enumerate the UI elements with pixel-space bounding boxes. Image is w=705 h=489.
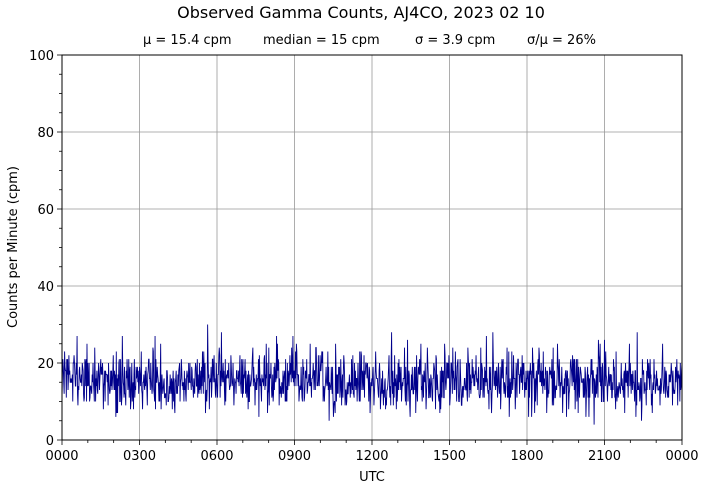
y-tick-label: 100	[29, 49, 54, 64]
chart-title: Observed Gamma Counts, AJ4CO, 2023 02 10	[177, 3, 545, 22]
y-tick-label: 80	[37, 126, 54, 141]
stat-median: median = 15 cpm	[263, 33, 380, 48]
y-tick-label: 20	[37, 357, 54, 372]
x-tick-label: 2100	[588, 449, 621, 464]
x-tick-label: 0300	[123, 449, 156, 464]
x-tick-label: 0600	[200, 449, 233, 464]
x-tick-label: 1500	[433, 449, 466, 464]
y-tick-label: 40	[37, 280, 54, 295]
y-tick-label: 0	[46, 434, 54, 449]
x-axis-label: UTC	[359, 470, 385, 485]
ticks	[57, 54, 683, 445]
series-line	[61, 324, 683, 425]
x-tick-label: 0000	[665, 449, 698, 464]
stat-sigma: σ = 3.9 cpm	[415, 33, 495, 48]
grid	[62, 55, 682, 440]
stat-mean: μ = 15.4 cpm	[143, 33, 232, 48]
stat-sigma-over-mu: σ/μ = 26%	[527, 33, 596, 48]
y-axis-label: Counts per Minute (cpm)	[6, 166, 21, 328]
x-tick-label: 0900	[278, 449, 311, 464]
x-tick-label: 1200	[355, 449, 388, 464]
data-area	[61, 324, 683, 425]
tick-labels: 0000 0300 0600 0900 1200 1500 1800 2100 00000204…	[29, 49, 698, 464]
y-tick-label: 60	[37, 203, 54, 218]
x-tick-label: 1800	[510, 449, 543, 464]
x-tick-label: 0000	[45, 449, 78, 464]
